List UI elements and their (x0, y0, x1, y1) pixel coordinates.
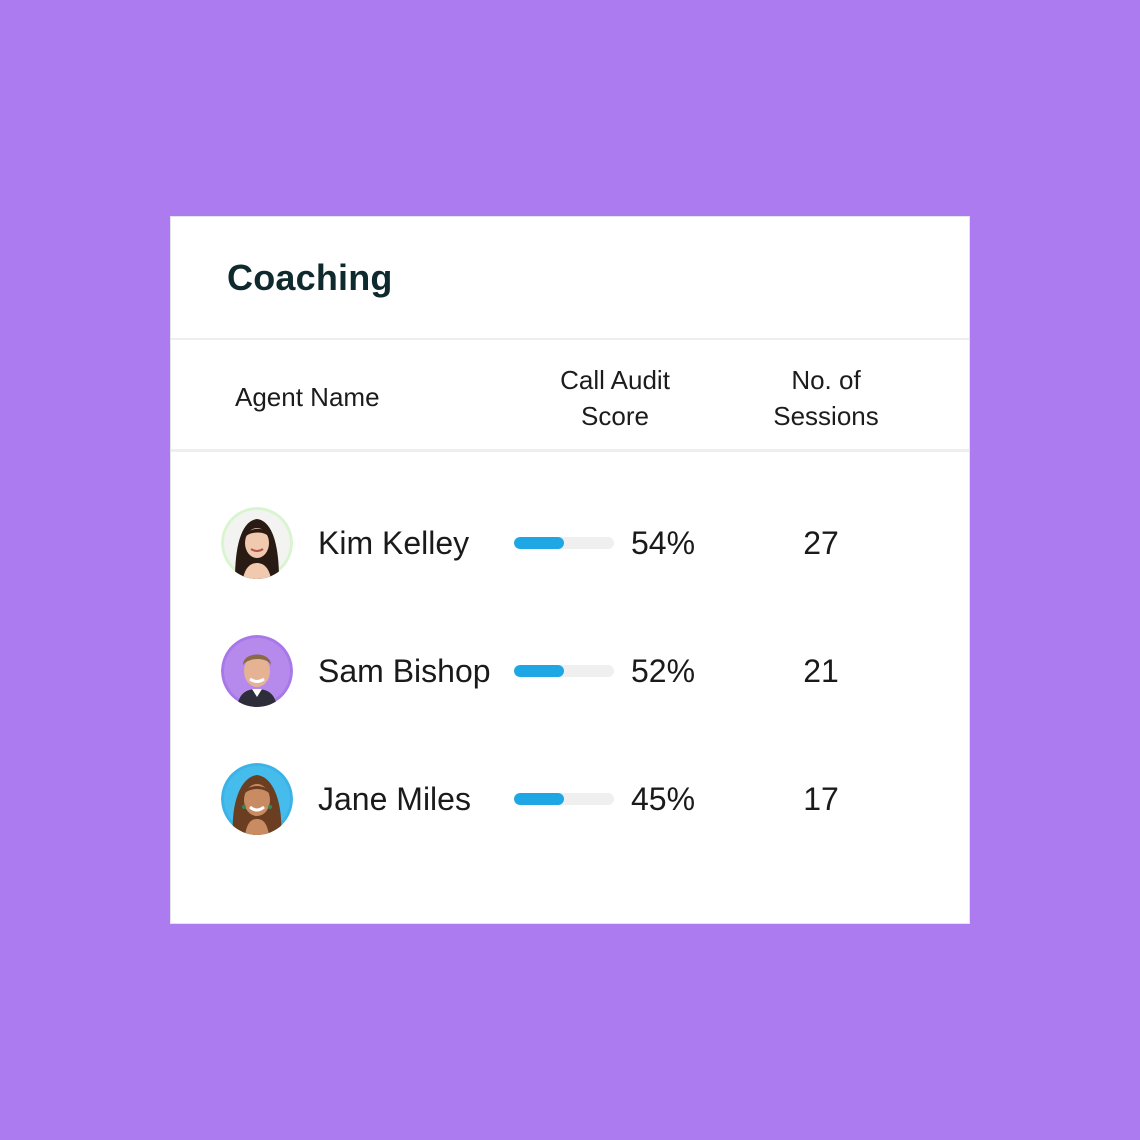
score-bar (514, 665, 614, 677)
woman-portrait-icon (221, 763, 293, 835)
table-row[interactable]: Jane Miles 45% 17 (171, 759, 969, 839)
column-header-sessions[interactable]: No. of Sessions (736, 362, 916, 434)
score-bar-fill (514, 665, 564, 677)
column-header-sessions-line1: No. of (791, 365, 861, 395)
column-header-call-audit-score[interactable]: Call Audit Score (525, 362, 705, 434)
coaching-card: Coaching Agent Name Call Audit Score No.… (170, 216, 970, 924)
avatar (221, 635, 293, 707)
agent-name: Sam Bishop (318, 653, 491, 689)
score-value: 54% (631, 525, 696, 561)
column-header-sessions-line2: Sessions (773, 401, 879, 431)
score-bar (514, 537, 614, 549)
man-portrait-icon (221, 635, 293, 707)
score-value: 45% (631, 781, 696, 817)
woman-portrait-icon (221, 507, 293, 579)
column-header-score-line2: Score (581, 401, 649, 431)
sessions-count: 17 (803, 781, 839, 817)
score-bar-fill (514, 793, 564, 805)
avatar (221, 507, 293, 579)
column-header-agent-name[interactable]: Agent Name (235, 382, 380, 412)
agent-name: Jane Miles (318, 781, 471, 817)
card-title: Coaching (227, 257, 393, 298)
table-row[interactable]: Kim Kelley 54% 27 (171, 503, 969, 583)
sessions-count: 21 (803, 653, 839, 689)
header-divider (171, 449, 969, 452)
score-bar (514, 793, 614, 805)
sessions-count: 27 (803, 525, 839, 561)
score-bar-fill (514, 537, 564, 549)
score-value: 52% (631, 653, 696, 689)
title-divider (171, 338, 969, 340)
avatar (221, 763, 293, 835)
column-header-score-line1: Call Audit (560, 365, 670, 395)
table-row[interactable]: Sam Bishop 52% 21 (171, 631, 969, 711)
agent-name: Kim Kelley (318, 525, 470, 561)
